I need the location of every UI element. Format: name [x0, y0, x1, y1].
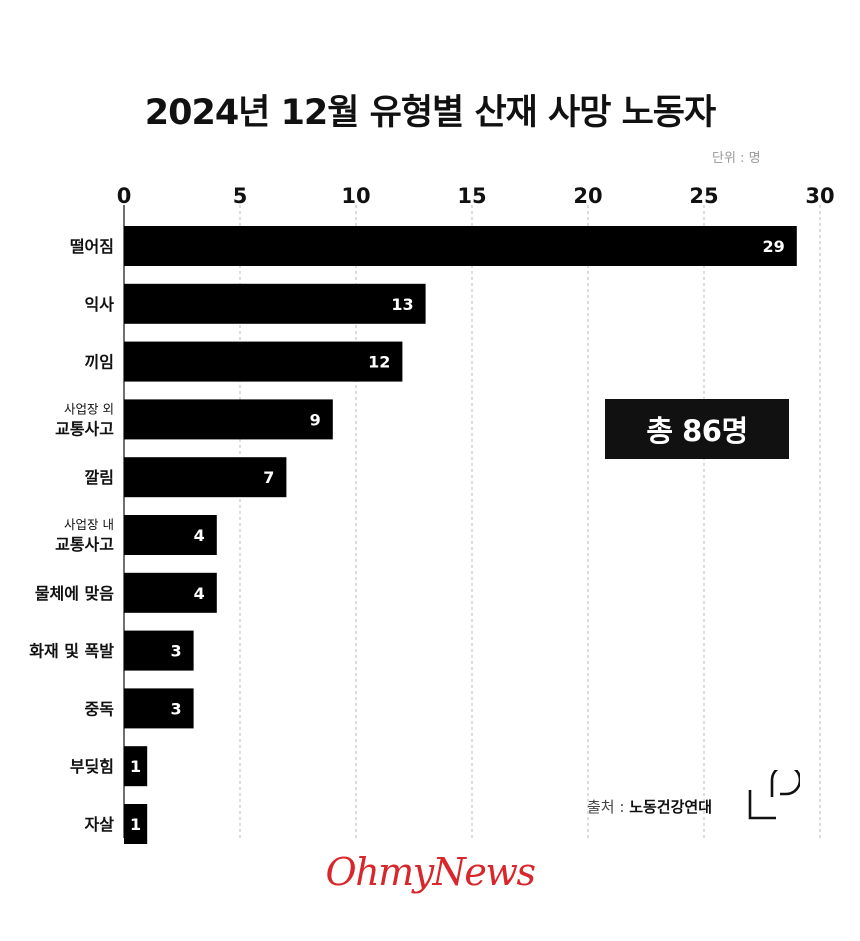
x-tick-label: 5: [233, 184, 248, 208]
category-label: 부딪힘: [70, 757, 114, 776]
category-label: 중독: [85, 699, 115, 718]
bar-value-label: 13: [391, 295, 413, 314]
bar: [124, 688, 194, 729]
bar: [124, 630, 194, 671]
category-label: 교통사고: [55, 419, 114, 438]
category-sublabel: 사업장 외: [64, 401, 114, 416]
category-sublabel: 사업장 내: [64, 517, 114, 532]
brand-logo: OhmyNews: [325, 850, 536, 894]
source-label: 출처 :: [587, 798, 630, 816]
bar: [124, 746, 148, 787]
bar: [124, 399, 333, 440]
bar-value-label: 3: [170, 642, 181, 661]
x-tick-label: 25: [689, 184, 718, 208]
category-label: 교통사고: [55, 535, 114, 554]
x-tick-label: 0: [117, 184, 132, 208]
bar-value-label: 29: [763, 237, 785, 256]
source-credit: 출처 : 노동건강연대: [587, 796, 712, 817]
category-label: 끼임: [85, 353, 114, 372]
category-label: 떨어짐: [70, 237, 114, 256]
x-tick-label: 30: [805, 184, 834, 208]
bar-value-label: 7: [263, 468, 274, 487]
total-badge: 총 86명: [605, 399, 789, 459]
unit-label: 단위 : 명: [712, 151, 761, 166]
bar-value-label: 4: [194, 584, 205, 603]
x-tick-label: 10: [341, 184, 370, 208]
bar: [124, 457, 287, 498]
source-value: 노동건강연대: [629, 798, 713, 816]
bar: [124, 804, 148, 844]
organization-logo-icon: [748, 770, 800, 820]
bar-value-label: 1: [130, 815, 141, 834]
bar-value-label: 9: [310, 410, 321, 429]
bar-value-label: 3: [170, 699, 181, 718]
bar-value-label: 12: [368, 353, 390, 372]
bar-value-label: 1: [130, 757, 141, 776]
category-label: 익사: [85, 295, 115, 314]
bar: [124, 572, 217, 613]
category-label: 깔림: [85, 468, 114, 487]
bar: [124, 341, 403, 382]
category-label: 자살: [85, 815, 115, 834]
x-tick-label: 20: [573, 184, 602, 208]
bar: [124, 226, 797, 266]
category-label: 화재 및 폭발: [29, 642, 114, 661]
bar: [124, 283, 426, 324]
chart-title: 2024년 12월 유형별 산재 사망 노동자: [144, 93, 716, 133]
bar-value-label: 4: [194, 526, 205, 545]
bar: [124, 515, 217, 555]
x-tick-label: 15: [457, 184, 486, 208]
category-label: 물체에 맞음: [35, 584, 114, 603]
